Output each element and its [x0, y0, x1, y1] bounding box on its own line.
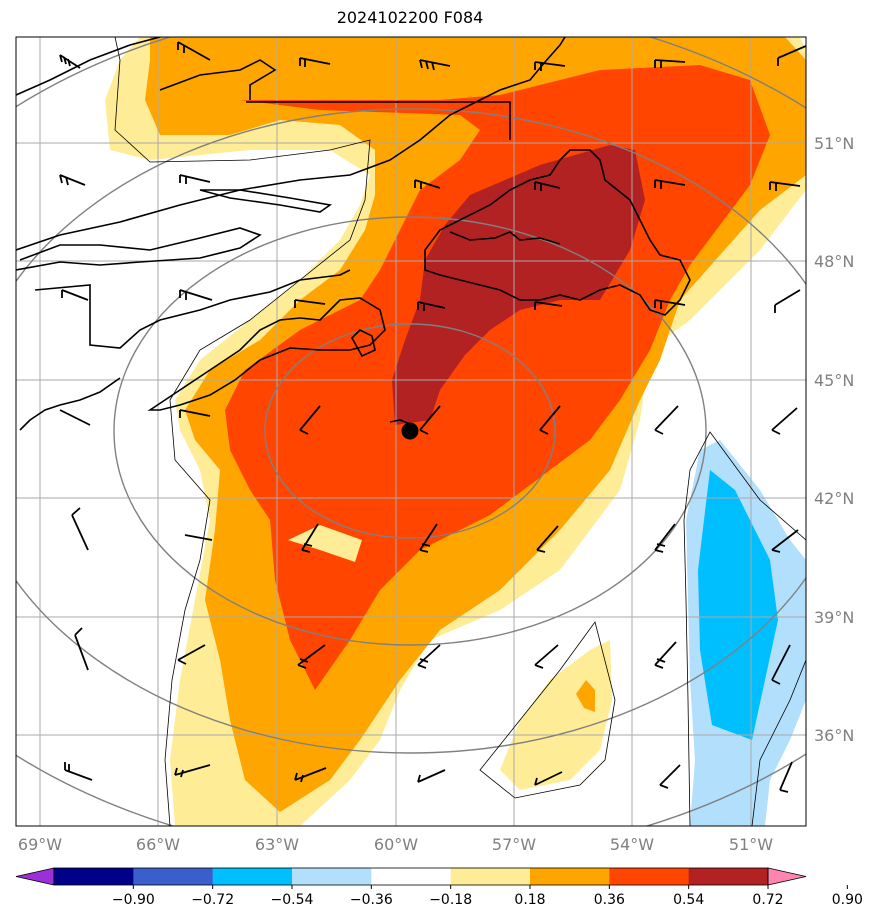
colorbar-tick-label: −0.90	[112, 892, 155, 908]
colorbar: −0.90 −0.72 −0.54 −0.36 −0.18 0.18 0.36 0.54 0.7…	[15, 867, 863, 908]
contour-fills	[105, 37, 806, 826]
contour-fill-0.18-hole	[288, 525, 362, 562]
range-rings	[16, 37, 806, 826]
zero-contours	[114, 37, 806, 826]
colorbar-segment	[212, 868, 293, 885]
lon-label: 66°W	[136, 835, 180, 854]
wind-barbs	[59, 41, 806, 793]
contour-fill-0.72	[392, 145, 645, 425]
colorbar-segment	[530, 868, 610, 885]
colorbar-tick-label: 0.72	[752, 892, 783, 908]
colorbar-tick-label: −0.18	[429, 892, 472, 908]
longitude-labels: 69°W 66°W 63°W 60°W 57°W 54°W 51°W	[18, 835, 773, 854]
colorbar-tick-label: −0.36	[350, 892, 393, 908]
lon-label: 57°W	[492, 835, 536, 854]
map-title: 2024102200 F084	[336, 8, 484, 27]
map-frame	[15, 36, 807, 827]
graticule	[16, 37, 806, 826]
lat-label: 36°N	[814, 726, 854, 745]
contour-fill-0.18-se	[500, 640, 612, 790]
map-plot-area	[16, 37, 806, 826]
colorbar-tick-label: 0.18	[514, 892, 545, 908]
colorbar-segment	[609, 868, 690, 885]
colorbar-tick-label: 0.36	[594, 892, 625, 908]
colorbar-segment	[133, 868, 214, 885]
colorbar-outline	[53, 867, 769, 886]
contour-fill-neg-0.36	[698, 470, 778, 740]
lat-label: 42°N	[814, 489, 854, 508]
colorbar-segment	[371, 868, 452, 885]
latitude-labels: 51°N 48°N 45°N 42°N 39°N 36°N	[814, 134, 854, 745]
lon-label: 54°W	[610, 835, 654, 854]
lon-label: 51°W	[729, 835, 773, 854]
lat-label: 51°N	[814, 134, 854, 153]
colorbar-tick-label: 0.54	[673, 892, 704, 908]
coastlines	[16, 37, 691, 431]
colorbar-extend-low	[15, 867, 55, 886]
colorbar-segment	[688, 868, 769, 885]
colorbar-segment	[450, 868, 531, 885]
storm-center-marker	[401, 422, 419, 440]
contour-fill-0.36-se	[576, 680, 595, 712]
colorbar-tick-label: 0.90	[832, 892, 863, 908]
colorbar-tick-label: −0.72	[191, 892, 234, 908]
lon-label: 69°W	[18, 835, 62, 854]
lon-label: 60°W	[374, 835, 418, 854]
lat-label: 45°N	[814, 371, 854, 390]
lat-label: 48°N	[814, 252, 854, 271]
colorbar-extend-high	[767, 867, 807, 886]
lon-label: 63°W	[255, 835, 299, 854]
colorbar-segment	[292, 868, 372, 885]
colorbar-segment	[54, 868, 134, 885]
colorbar-tick-label: −0.54	[271, 892, 314, 908]
lat-label: 39°N	[814, 608, 854, 627]
